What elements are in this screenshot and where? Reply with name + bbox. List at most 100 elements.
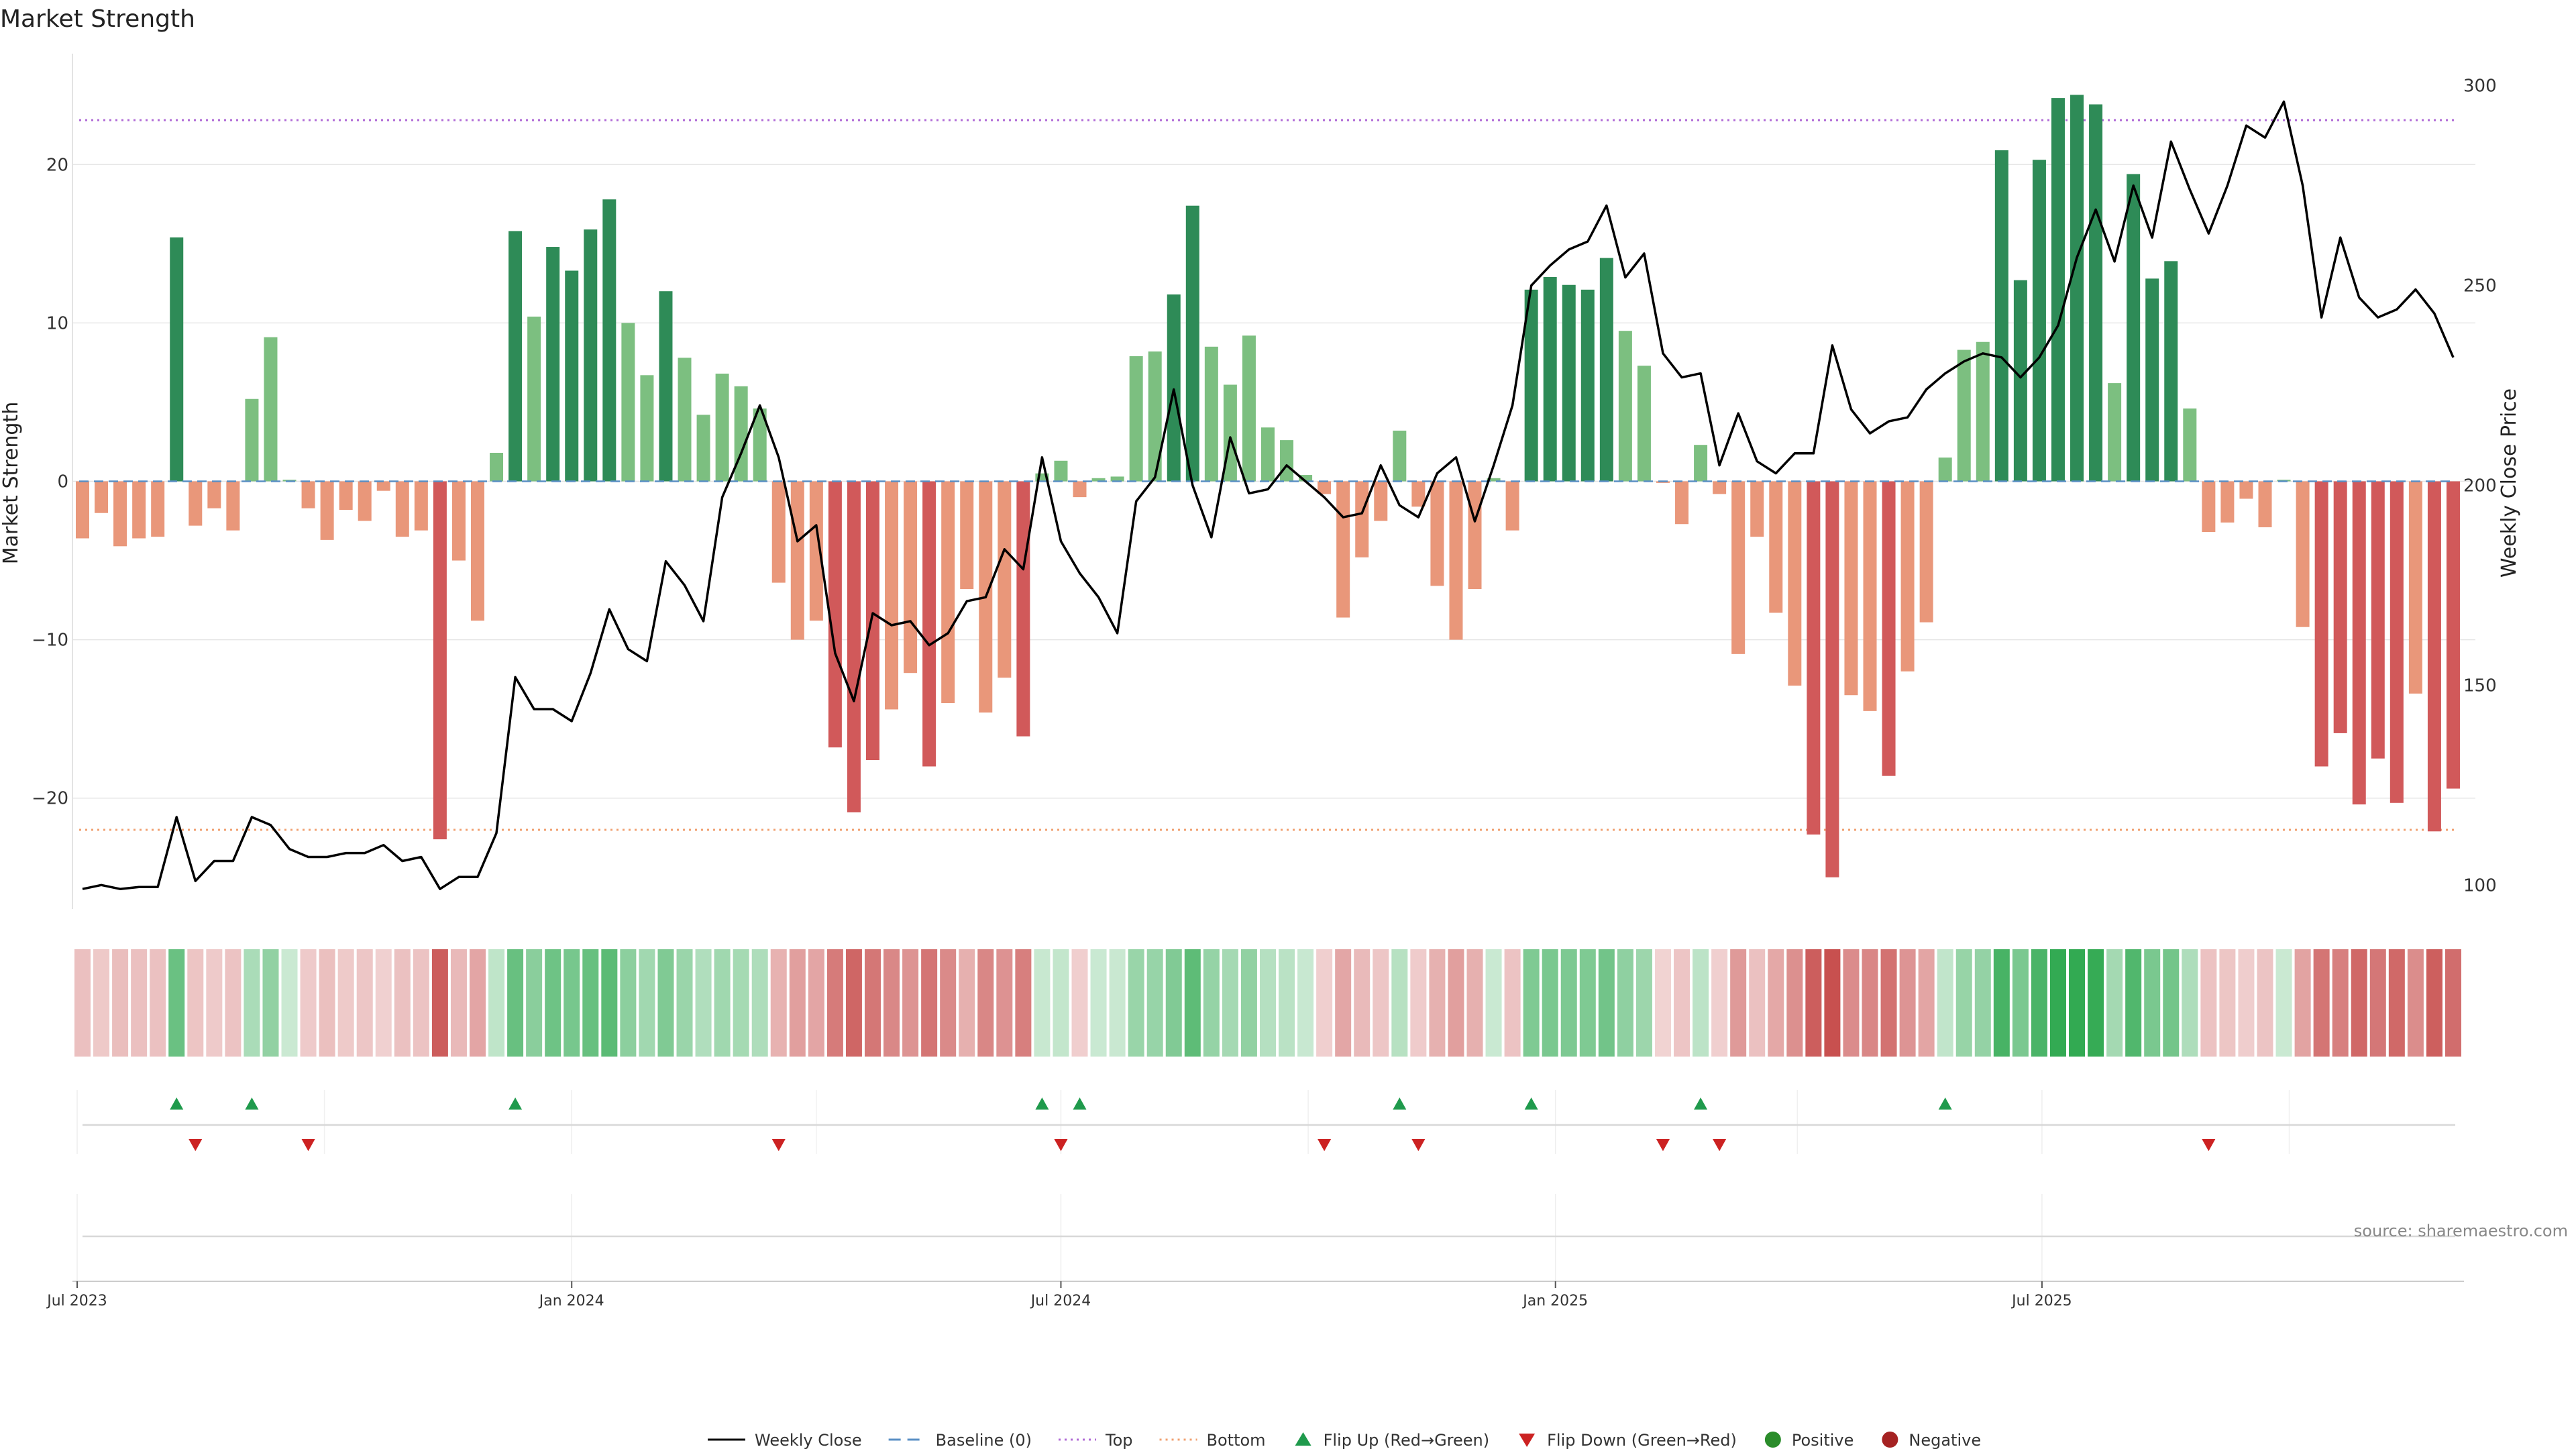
heat-cell	[225, 949, 241, 1057]
heat-cell	[2369, 949, 2386, 1057]
strength-bar	[76, 481, 89, 539]
strength-bar	[358, 481, 372, 521]
heat-cell	[921, 949, 938, 1057]
strength-bar	[320, 481, 334, 540]
heat-cell	[940, 949, 957, 1057]
heat-cell	[1335, 949, 1352, 1057]
strength-bar	[1882, 481, 1896, 776]
heat-cell	[639, 949, 655, 1057]
strength-bar	[1487, 478, 1501, 482]
heat-cell	[1109, 949, 1126, 1057]
heat-cell	[1560, 949, 1577, 1057]
flip-up-marker	[170, 1097, 184, 1110]
heat-cell	[2426, 949, 2443, 1057]
strength-bar	[1374, 481, 1388, 521]
strength-bar	[1976, 341, 1990, 482]
heat-cell	[1184, 949, 1201, 1057]
heat-cell	[1955, 949, 1972, 1057]
strength-bar	[2408, 481, 2422, 694]
strength-bar	[264, 337, 278, 482]
strength-bar	[1430, 481, 1444, 586]
strength-bar	[1750, 481, 1764, 537]
strength-bar	[2202, 481, 2216, 533]
strength-bar	[451, 481, 466, 561]
flip-down-marker	[1054, 1139, 1068, 1151]
strength-bar	[602, 199, 616, 482]
strength-bar	[2352, 481, 2366, 805]
heat-cell	[1448, 949, 1464, 1057]
strength-bar	[470, 481, 484, 621]
strength-bar	[2145, 278, 2159, 482]
heat-cell	[1768, 949, 1784, 1057]
heat-cell	[902, 949, 919, 1057]
strength-bar	[2108, 383, 2122, 482]
heat-cell	[1937, 949, 1953, 1057]
legend-swatch	[1295, 1432, 1311, 1446]
heat-cell	[1711, 949, 1728, 1057]
heat-cell	[1128, 949, 1144, 1057]
strength-bar	[2258, 481, 2272, 527]
heat-cell	[1354, 949, 1371, 1057]
heat-cell	[1786, 949, 1803, 1057]
heat-cell	[582, 949, 599, 1057]
strength-bar	[1073, 481, 1087, 498]
heat-cell	[450, 949, 467, 1057]
heat-cell	[2088, 949, 2104, 1057]
heat-cell	[789, 949, 806, 1057]
heat-cell	[1279, 949, 1295, 1057]
legend: Weekly Close Baseline (0) Top Bottom Flip Up…	[708, 1431, 1981, 1449]
heat-cell	[845, 949, 862, 1057]
strength-bar	[1260, 427, 1275, 482]
strength-bar	[640, 375, 654, 482]
heat-cell	[2219, 949, 2236, 1057]
strength-bar	[1863, 481, 1877, 711]
heat-cell	[564, 949, 580, 1057]
strength-bar	[584, 229, 598, 482]
strength-bar	[1204, 346, 1218, 482]
heat-cell	[1053, 949, 1069, 1057]
flip-up-marker	[508, 1097, 523, 1110]
x-tick-label: Jan 2025	[1521, 1293, 1588, 1309]
heat-cell	[883, 949, 900, 1057]
heat-cell	[1693, 949, 1709, 1057]
strength-bar	[395, 481, 409, 537]
heat-cell	[977, 949, 994, 1057]
strength-bar	[170, 237, 184, 482]
y-tick-label: 10	[46, 313, 68, 333]
strength-bar	[771, 481, 786, 583]
heat-cell	[733, 949, 749, 1057]
flip-up-marker	[1393, 1097, 1407, 1110]
strength-bar	[1807, 481, 1821, 835]
chart-title: Market Strength	[0, 5, 195, 33]
heat-cell	[2163, 949, 2180, 1057]
legend-label: Bottom	[1207, 1431, 1266, 1449]
heat-cell	[1203, 949, 1220, 1057]
y-tick-label: −10	[32, 631, 68, 651]
x-axis: Jul 2023 Jan 2024 Jul 2024 Jan 2025 Jul 2025	[46, 1281, 2464, 1309]
flip-down-marker	[1411, 1139, 1426, 1151]
strength-bar	[1185, 205, 1199, 482]
strength-bar	[508, 231, 523, 482]
heat-cell	[2294, 949, 2311, 1057]
heat-cell	[1297, 949, 1314, 1057]
heat-cell	[375, 949, 392, 1057]
strength-bar	[1919, 481, 1933, 623]
strength-bar	[2446, 481, 2460, 789]
strength-bar	[2333, 481, 2347, 733]
y2-tick-label: 150	[2463, 676, 2497, 696]
y2-tick-label: 300	[2463, 76, 2497, 97]
heat-cell	[620, 949, 637, 1057]
flip-up-marker	[245, 1097, 259, 1110]
heat-cell	[1749, 949, 1766, 1057]
flip-down-marker	[189, 1139, 203, 1151]
strength-bar	[1788, 481, 1802, 686]
heat-cell	[1090, 949, 1107, 1057]
heat-cell	[545, 949, 561, 1057]
strength-bar	[715, 373, 729, 482]
strength-bar	[1562, 284, 1576, 482]
legend-item-positive: Positive	[1764, 1431, 1854, 1449]
strength-bar	[2089, 104, 2103, 482]
legend-item-flip-down: Flip Down (Green→Red)	[1519, 1431, 1737, 1449]
strength-bar	[2220, 481, 2235, 523]
flip-down-marker	[2202, 1139, 2216, 1151]
